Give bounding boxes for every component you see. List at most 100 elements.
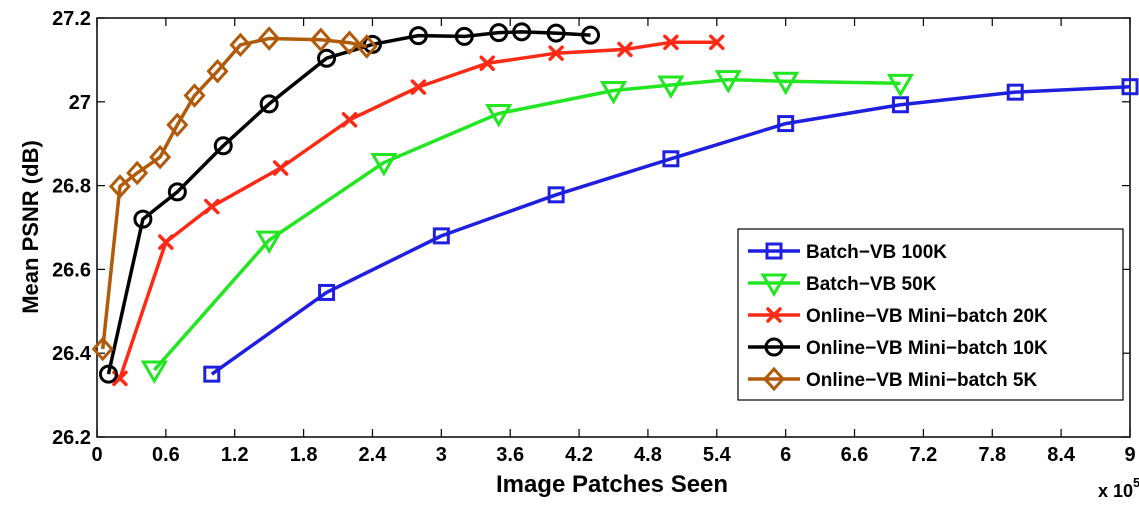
legend: Batch−VB 100K Batch−VB 50K Online−VB Mini−…	[737, 228, 1124, 401]
legend-box	[737, 228, 1124, 401]
data-point	[204, 198, 220, 215]
legend-item: Online−VB Mini−batch 10K	[748, 337, 1048, 359]
x-tick-label: 9	[1124, 444, 1135, 466]
legend-item: Online−VB Mini−batch 20K	[748, 306, 1048, 327]
series-4	[98, 22, 601, 384]
x-tick-label: 6	[780, 444, 791, 466]
data-point	[203, 365, 221, 383]
x-tick-label: 1.8	[290, 444, 318, 466]
data-point	[206, 58, 229, 84]
data-point	[709, 34, 725, 51]
x-tick-label: 4.2	[565, 444, 593, 466]
legend-item: Batch−VB 50K	[748, 273, 937, 297]
data-point	[599, 80, 628, 105]
legend-marker	[760, 273, 788, 297]
data-point	[309, 27, 332, 53]
data-point	[581, 25, 601, 45]
data-point	[485, 104, 513, 128]
data-point	[489, 23, 509, 43]
legend-marker	[764, 337, 784, 357]
data-point	[183, 83, 206, 108]
y-ticks: 26.2 26.4 26.6 26.8 27 27.2	[52, 8, 1130, 449]
legend-label: Batch−VB 50K	[806, 274, 937, 295]
data-point	[91, 336, 114, 362]
series-line	[153, 77, 901, 372]
data-point	[108, 174, 131, 199]
data-point	[98, 364, 118, 384]
data-point	[886, 73, 915, 98]
data-point	[213, 136, 233, 156]
data-point	[662, 150, 680, 168]
data-point	[663, 34, 679, 51]
x-tick-label: 6.6	[841, 444, 869, 466]
legend-label: Online−VB Mini−batch 10K	[806, 338, 1048, 359]
series-line	[100, 36, 368, 350]
x-ticks: 0 0.6 1.2 1.8 2.4 3 3.6 4.2 4.8 5.4 6 6.6 7.2 7.8 8.4 9	[91, 18, 1136, 466]
data-point	[338, 30, 361, 55]
data-point	[149, 144, 172, 170]
x-tick-label: 3.6	[496, 444, 524, 466]
data-point	[140, 360, 168, 384]
x-multiplier-label: x 105	[1098, 475, 1139, 501]
x-tick-label: 5.4	[703, 444, 732, 466]
legend-label: Online−VB Mini−batch 5K	[806, 370, 1037, 391]
data-point	[272, 160, 289, 176]
data-point	[126, 160, 149, 186]
legend-item: Online−VB Mini−batch 5K	[748, 366, 1037, 392]
data-point	[479, 55, 495, 72]
data-point	[548, 45, 564, 61]
x-tick-label: 2.4	[359, 444, 388, 466]
data-point	[370, 153, 398, 177]
data-point	[167, 182, 187, 202]
series-1	[203, 78, 1139, 383]
data-point	[714, 70, 742, 94]
data-point	[617, 41, 633, 58]
data-point	[1121, 78, 1139, 96]
x-tick-label: 4.8	[634, 444, 662, 466]
data-point	[258, 26, 281, 51]
data-point	[158, 234, 174, 250]
data-point	[229, 32, 252, 58]
axes-frame	[96, 17, 1131, 438]
x-tick-label: 1.2	[221, 444, 249, 466]
series-group	[91, 22, 1139, 387]
legend-item: Batch−VB 100K	[748, 242, 947, 263]
y-tick-label: 27	[69, 92, 91, 114]
y-axis-label: Mean PSNR (dB)	[18, 140, 43, 314]
data-point	[547, 186, 565, 204]
data-point	[166, 112, 189, 138]
series-2	[140, 70, 915, 384]
x-axis-label: Image Patches Seen	[496, 471, 728, 498]
data-point	[408, 26, 428, 46]
legend-label: Batch−VB 100K	[806, 242, 947, 263]
data-point	[657, 75, 685, 100]
data-point	[1006, 83, 1024, 101]
data-point	[512, 22, 532, 42]
series-line	[210, 84, 1131, 376]
legend-marker	[766, 307, 782, 323]
legend-marker	[765, 242, 783, 260]
data-point	[772, 71, 800, 96]
legend-label: Online−VB Mini−batch 20K	[806, 306, 1048, 327]
data-point	[355, 34, 378, 59]
x-tick-label: 0	[91, 444, 102, 466]
data-point	[318, 283, 336, 301]
y-tick-label: 26.8	[52, 176, 91, 198]
series-5	[91, 26, 378, 362]
data-point	[454, 26, 474, 46]
x-tick-label: 7.8	[978, 444, 1006, 466]
x-tick-label: 0.6	[152, 444, 180, 466]
data-point	[259, 94, 279, 114]
plot-area-border	[96, 17, 1131, 438]
x-multiplier-exponent: 5	[1133, 475, 1139, 490]
x-tick-label: 3	[436, 444, 447, 466]
data-point	[317, 48, 337, 68]
data-point	[255, 230, 283, 255]
x-tick-label: 7.2	[909, 444, 937, 466]
data-point	[546, 23, 566, 43]
y-tick-label: 27.2	[52, 8, 91, 30]
data-point	[432, 227, 450, 245]
y-tick-label: 26.2	[52, 427, 91, 449]
data-point	[133, 209, 153, 229]
